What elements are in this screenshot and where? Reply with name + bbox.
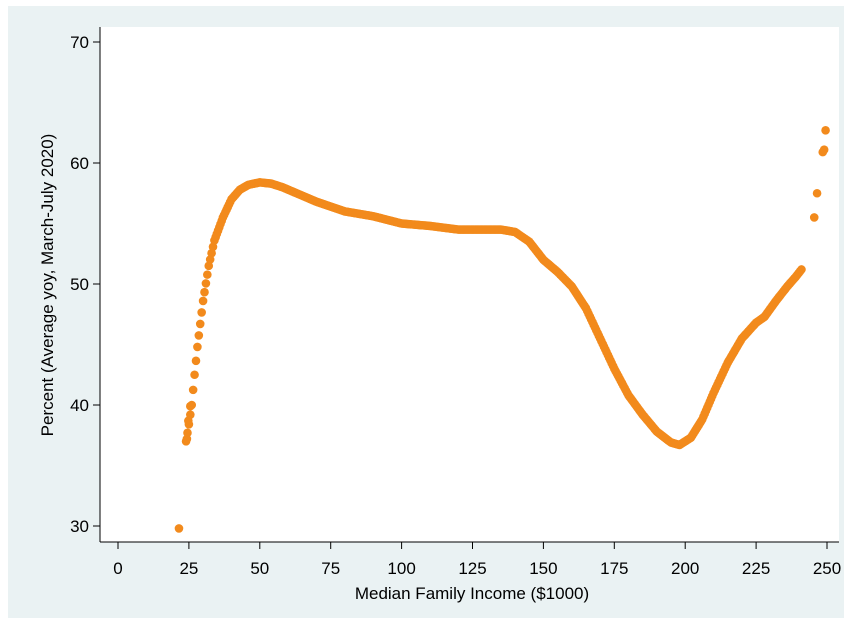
data-point bbox=[184, 416, 193, 426]
data-point bbox=[191, 356, 201, 366]
data-point bbox=[195, 319, 205, 329]
chart-marks bbox=[174, 126, 830, 533]
x-tick-label: 150 bbox=[529, 559, 557, 578]
x-axis-ticks: 0 25 50 75 100 125 150 175 200 225 250 bbox=[113, 542, 841, 578]
x-axis-title: Median Family Income ($1000) bbox=[355, 584, 589, 603]
y-axis-title: Percent (Average yoy, March-July 2020) bbox=[38, 134, 57, 437]
data-point bbox=[182, 434, 192, 444]
x-tick-label: 75 bbox=[321, 559, 340, 578]
data-point bbox=[193, 342, 202, 352]
x-tick-label: 100 bbox=[387, 559, 415, 578]
x-tick-label: 0 bbox=[113, 559, 122, 578]
plot-area bbox=[100, 27, 839, 542]
data-point bbox=[797, 265, 806, 274]
y-tick-label: 40 bbox=[70, 396, 89, 415]
data-point bbox=[821, 126, 830, 135]
x-tick-label: 175 bbox=[600, 559, 628, 578]
data-point bbox=[812, 188, 822, 198]
x-tick-label: 125 bbox=[458, 559, 486, 578]
data-point bbox=[203, 270, 212, 279]
x-tick-label: 250 bbox=[813, 559, 841, 578]
data-point bbox=[819, 145, 829, 154]
x-tick-label: 200 bbox=[671, 559, 699, 578]
data-point bbox=[188, 385, 198, 395]
data-point bbox=[198, 296, 208, 306]
y-tick-label: 50 bbox=[70, 275, 89, 294]
x-tick-label: 50 bbox=[250, 559, 269, 578]
y-axis-ticks: 30 40 50 60 70 bbox=[70, 33, 100, 536]
data-point bbox=[201, 279, 211, 288]
y-tick-label: 30 bbox=[70, 517, 89, 536]
data-point bbox=[190, 370, 199, 380]
x-tick-label: 225 bbox=[742, 559, 770, 578]
y-tick-label: 70 bbox=[70, 33, 89, 52]
data-point bbox=[197, 308, 206, 317]
data-point bbox=[194, 331, 204, 340]
data-point bbox=[186, 401, 195, 411]
data-point bbox=[809, 213, 819, 222]
y-tick-label: 60 bbox=[70, 154, 89, 173]
x-tick-label: 25 bbox=[179, 559, 198, 578]
data-point bbox=[174, 524, 184, 533]
data-point bbox=[200, 287, 209, 297]
